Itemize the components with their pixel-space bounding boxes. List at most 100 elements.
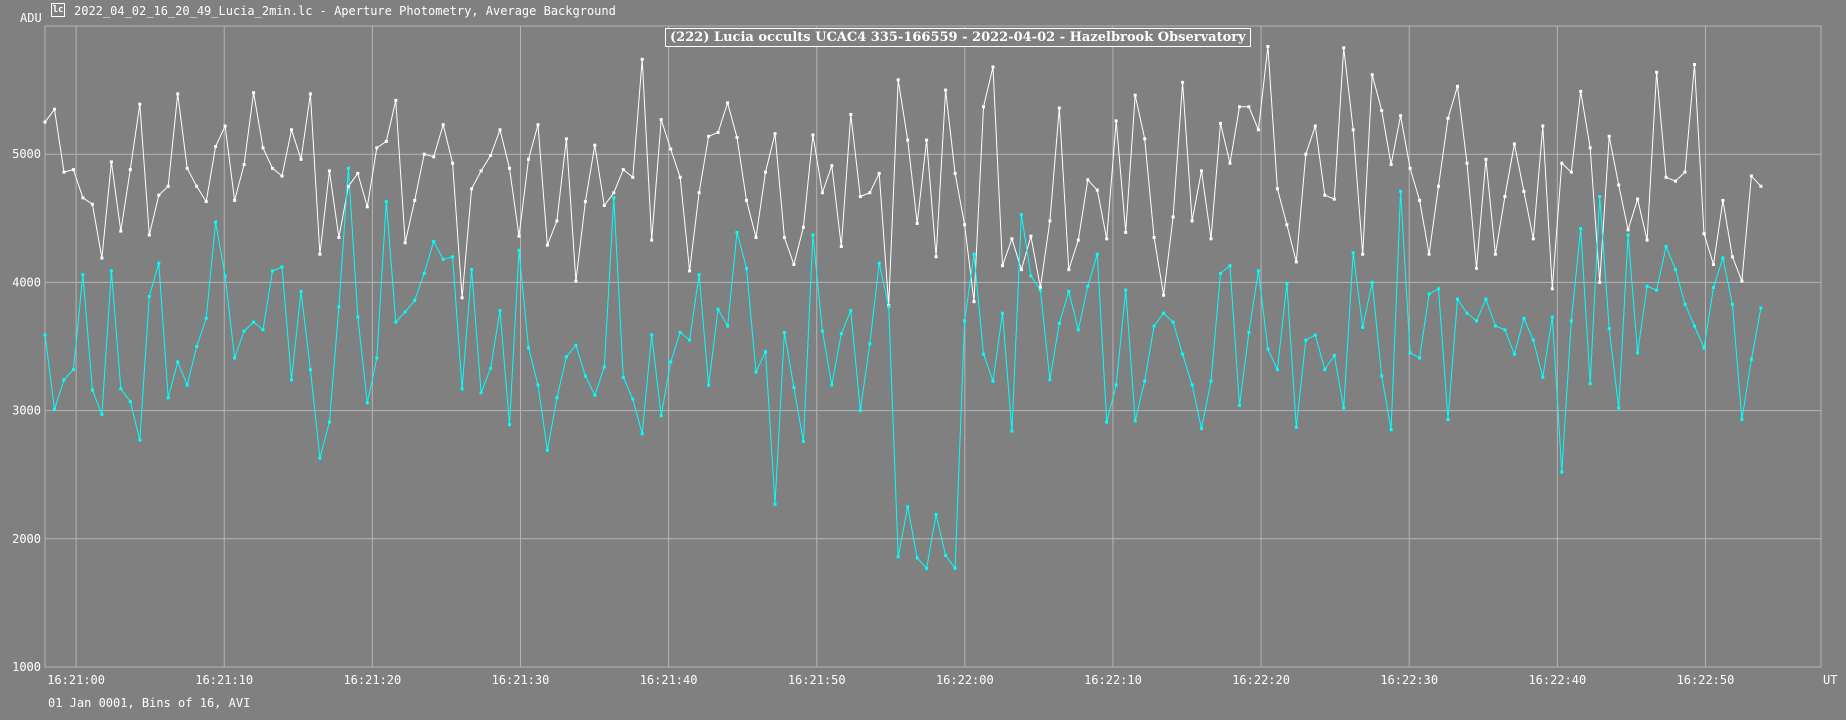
comparison-data-point [745,198,748,202]
target-data-point [1351,251,1355,255]
target-data-point [1076,328,1080,332]
comparison-data-point [1437,184,1440,188]
target-data-point [1095,252,1099,256]
target-data-point [1740,418,1744,422]
target-data-point [1437,287,1440,291]
target-data-point [1048,378,1052,382]
comparison-data-point [593,143,597,147]
target-data-point [195,345,199,348]
target-data-point [1759,306,1763,310]
comparison-data-point [1683,170,1687,174]
comparison-data-point [1674,179,1677,183]
target-data-point [1683,302,1687,306]
comparison-data-point [1247,105,1251,109]
comparison-data-point [1664,175,1668,179]
x-tick-label: 16:21:20 [343,673,401,687]
comparison-data-point [991,65,995,69]
target-data-point [1712,286,1715,289]
target-data-point [290,378,293,382]
comparison-data-point [602,204,606,207]
comparison-data-point [128,168,132,172]
comparison-data-point [1626,228,1630,232]
target-data-point [1484,297,1488,301]
target-data-point [839,332,843,336]
target-data-point [1503,328,1507,332]
target-data-point [1370,280,1374,284]
target-data-point [1342,406,1346,410]
comparison-data-point [849,113,853,116]
target-data-point [252,320,256,324]
comparison-data-point [147,233,151,237]
target-data-point [1361,325,1365,329]
comparison-data-point [726,101,730,105]
comparison-data-point [697,191,701,195]
x-tick-label: 16:21:40 [640,673,698,687]
comparison-data-point [1095,188,1099,192]
comparison-data-point [1721,198,1725,202]
comparison-data-point [1740,279,1744,283]
target-data-point [1171,320,1175,324]
target-data-point [1749,357,1753,361]
target-data-point [944,554,948,557]
target-data-point [100,412,104,416]
comparison-data-point [1152,236,1156,239]
comparison-data-point [1332,197,1336,201]
target-data-point [792,386,796,389]
comparison-data-point [242,163,246,166]
comparison-data-point [384,139,388,143]
comparison-data-point [1560,161,1564,165]
target-data-point [356,315,360,319]
target-data-point [650,333,654,337]
target-data-point [441,257,445,261]
comparison-data-point [621,168,625,172]
target-data-point [1105,420,1109,424]
comparison-data-point [1200,169,1203,173]
target-data-point [138,438,142,442]
comparison-data-point [830,164,834,168]
comparison-data-point [659,118,663,122]
comparison-data-point [792,263,796,266]
comparison-data-point [1493,252,1497,256]
comparison-data-point [157,193,161,197]
comparison-data-point [669,147,673,151]
comparison-data-point [1256,128,1260,132]
target-data-point [707,383,711,387]
comparison-data-point [1143,137,1147,141]
comparison-data-point [868,191,872,195]
comparison-data-point [441,123,445,127]
comparison-data-point [1427,252,1431,256]
target-data-point [1569,319,1573,323]
target-data-point [1114,383,1118,387]
comparison-data-point [214,145,218,148]
target-data-point [906,505,910,509]
target-data-point [1057,321,1061,325]
comparison-data-point [62,170,66,174]
comparison-data-point [1408,166,1412,170]
target-data-point [157,261,161,265]
target-data-point [764,350,767,354]
comparison-data-point [337,236,341,239]
target-data-point [394,320,398,324]
target-data-point [242,329,246,333]
comparison-data-point [479,169,483,173]
y-axis-label: ADU [20,11,42,25]
comparison-data-point [1105,237,1109,241]
target-data-point [233,356,237,360]
target-data-point [726,324,730,328]
target-data-point [214,220,218,224]
target-data-point [612,196,616,200]
comparison-data-point [1655,70,1659,74]
comparison-data-point [1598,280,1602,284]
comparison-data-point [1370,73,1374,77]
comparison-data-point [271,166,274,170]
target-data-point [1181,352,1185,356]
comparison-data-point [1285,223,1289,227]
comparison-data-point [1038,286,1042,289]
target-data-point [669,360,673,364]
comparison-data-point [375,146,379,150]
comparison-data-point [1228,161,1232,165]
comparison-data-point [81,196,85,200]
comparison-data-point [1418,198,1422,202]
comparison-data-point [574,279,578,283]
